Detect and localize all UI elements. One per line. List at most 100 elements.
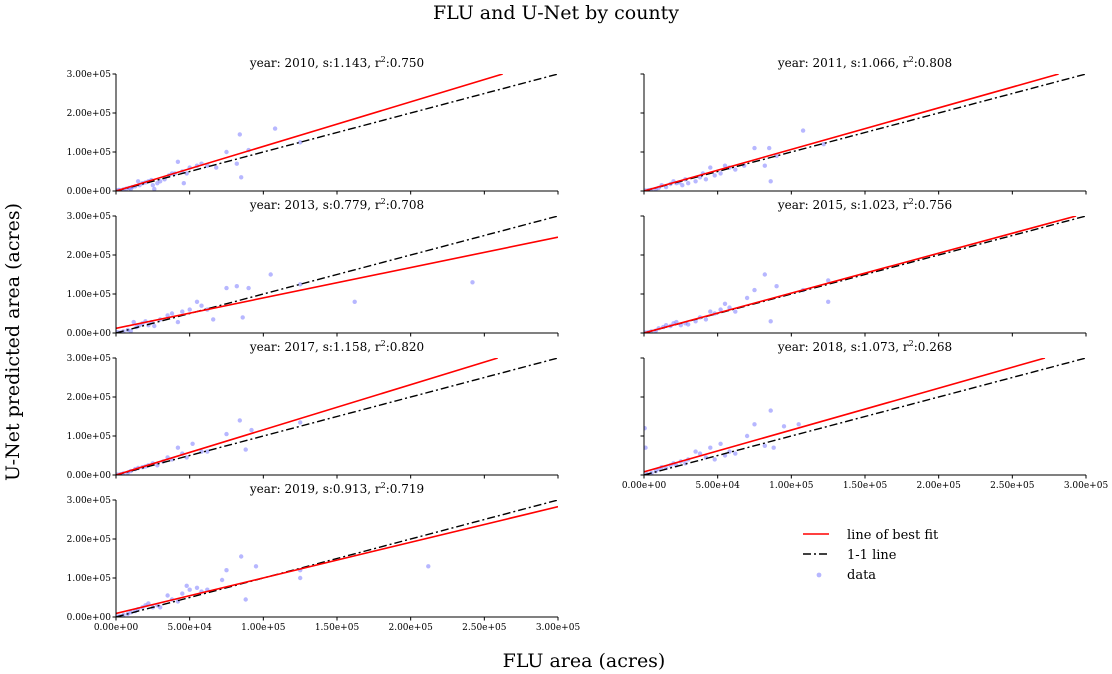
y-tick-label: 0.00e+00 [67,471,112,481]
data-point [733,451,738,456]
data-point [762,163,767,168]
data-point [165,313,170,318]
x-tick-label: 1.00e+05 [241,623,286,633]
data-point [190,441,195,446]
x-tick-label: 1.50e+05 [315,623,360,633]
x-tick-label: 2.00e+05 [916,481,961,491]
identity-line [644,74,1086,191]
panel-title-main: year: 2010, s:1.143, r [249,56,381,70]
data-point [298,140,303,145]
y-tick-label: 3.00e+05 [67,354,112,364]
data-point [752,145,757,151]
data-point [175,159,181,164]
data-point [644,445,648,450]
data-point [733,167,738,172]
data-point [680,183,685,188]
subplot-2: year: 2013, s:0.779, r2:0.708 0.00e+00 1.0… [67,197,559,339]
panel-title-r2: :0.708 [386,198,424,212]
data-point [686,181,691,186]
y-tick-label: 2.00e+05 [67,109,112,119]
data-point [268,272,273,277]
data-point [703,177,709,182]
data-point [298,282,303,287]
data-point [187,307,192,312]
data-point [243,597,248,602]
panel-title-main: year: 2011, s:1.066, r [777,56,909,70]
identity-line [116,74,558,191]
y-tick-label: 1.00e+05 [67,148,112,158]
data-point [733,309,738,314]
subplot-5: year: 2018, s:1.073, r2:0.268 0.00e+00 5.0… [622,339,1109,491]
y-tick-label: 2.00e+05 [67,535,112,545]
data-point [708,309,713,314]
data-point [744,295,750,301]
data-point [175,319,181,325]
data-point [426,564,431,569]
data-point [800,128,806,133]
data-point [768,319,773,324]
panel-title: year: 2018, s:1.073, r2:0.268 [777,339,952,354]
legend-identity-label: 1-1 line [847,548,897,563]
fit-line [644,358,1046,473]
panel-title-superscript: 2 [909,339,914,348]
data-point [205,449,210,454]
data-point [152,186,157,191]
data-point [131,319,136,325]
data-point [150,183,155,188]
x-tick-label: 2.00e+05 [388,623,433,633]
y-tick-label: 1.00e+05 [67,432,112,442]
panel-title-r2: :0.750 [386,56,424,70]
data-point [175,445,181,450]
subplot-0: year: 2010, s:1.143, r2:0.750 0.00e+00 1.0… [67,55,559,197]
data-point [214,165,219,170]
data-point [352,299,357,304]
data-point [239,554,244,559]
data-point [211,317,216,322]
data-point [135,179,141,184]
fit-line [116,74,503,191]
data-point [187,587,192,592]
x-tick-label: 3.00e+05 [1064,481,1109,491]
legend-fit-label: line of best fit [847,528,939,543]
data-point [298,575,303,581]
data-point [128,328,133,333]
panel-title: year: 2015, s:1.023, r2:0.756 [777,197,952,212]
data-point [180,309,185,314]
y-tick-label: 0.00e+00 [67,187,112,197]
panel-title-main: year: 2018, s:1.073, r [777,340,909,354]
data-point [184,583,189,588]
x-tick-label: 2.50e+05 [990,481,1035,491]
y-tick-label: 3.00e+05 [67,212,112,222]
legend-data-label: data [847,568,876,583]
plot-area [116,500,558,617]
data-point [224,431,229,437]
data-point [165,593,170,598]
data-point [234,284,239,289]
data-point [237,132,242,137]
data-point [298,420,303,425]
panel-title: year: 2019, s:0.913, r2:0.719 [249,481,424,496]
data-point [727,305,732,310]
y-tick-label: 3.00e+05 [67,70,112,80]
panel-title-superscript: 2 [909,55,914,64]
data-point [708,445,713,450]
data-point [644,426,647,431]
x-tick-label: 1.50e+05 [843,481,888,491]
x-tick-label: 5.00e+04 [695,481,740,491]
data-point [703,317,709,322]
plot-area [116,74,558,191]
subplot-grid: year: 2010, s:1.143, r 2 :0.750 0.00e+00 1.0… [67,55,1109,633]
data-point [718,307,723,312]
panel-title-r2: :0.268 [914,340,952,354]
data-point [774,284,779,289]
data-point [180,591,185,596]
data-point [219,577,225,583]
panel-title-main: year: 2013, s:0.779, r [249,198,381,212]
x-axis-label: FLU area (acres) [503,650,666,672]
panel-title-r2: :0.808 [914,56,952,70]
data-point [752,287,757,293]
data-point [697,451,703,456]
panel-title: year: 2013, s:0.779, r2:0.708 [249,197,424,212]
y-tick-label: 1.00e+05 [67,290,112,300]
data-point [796,422,801,427]
